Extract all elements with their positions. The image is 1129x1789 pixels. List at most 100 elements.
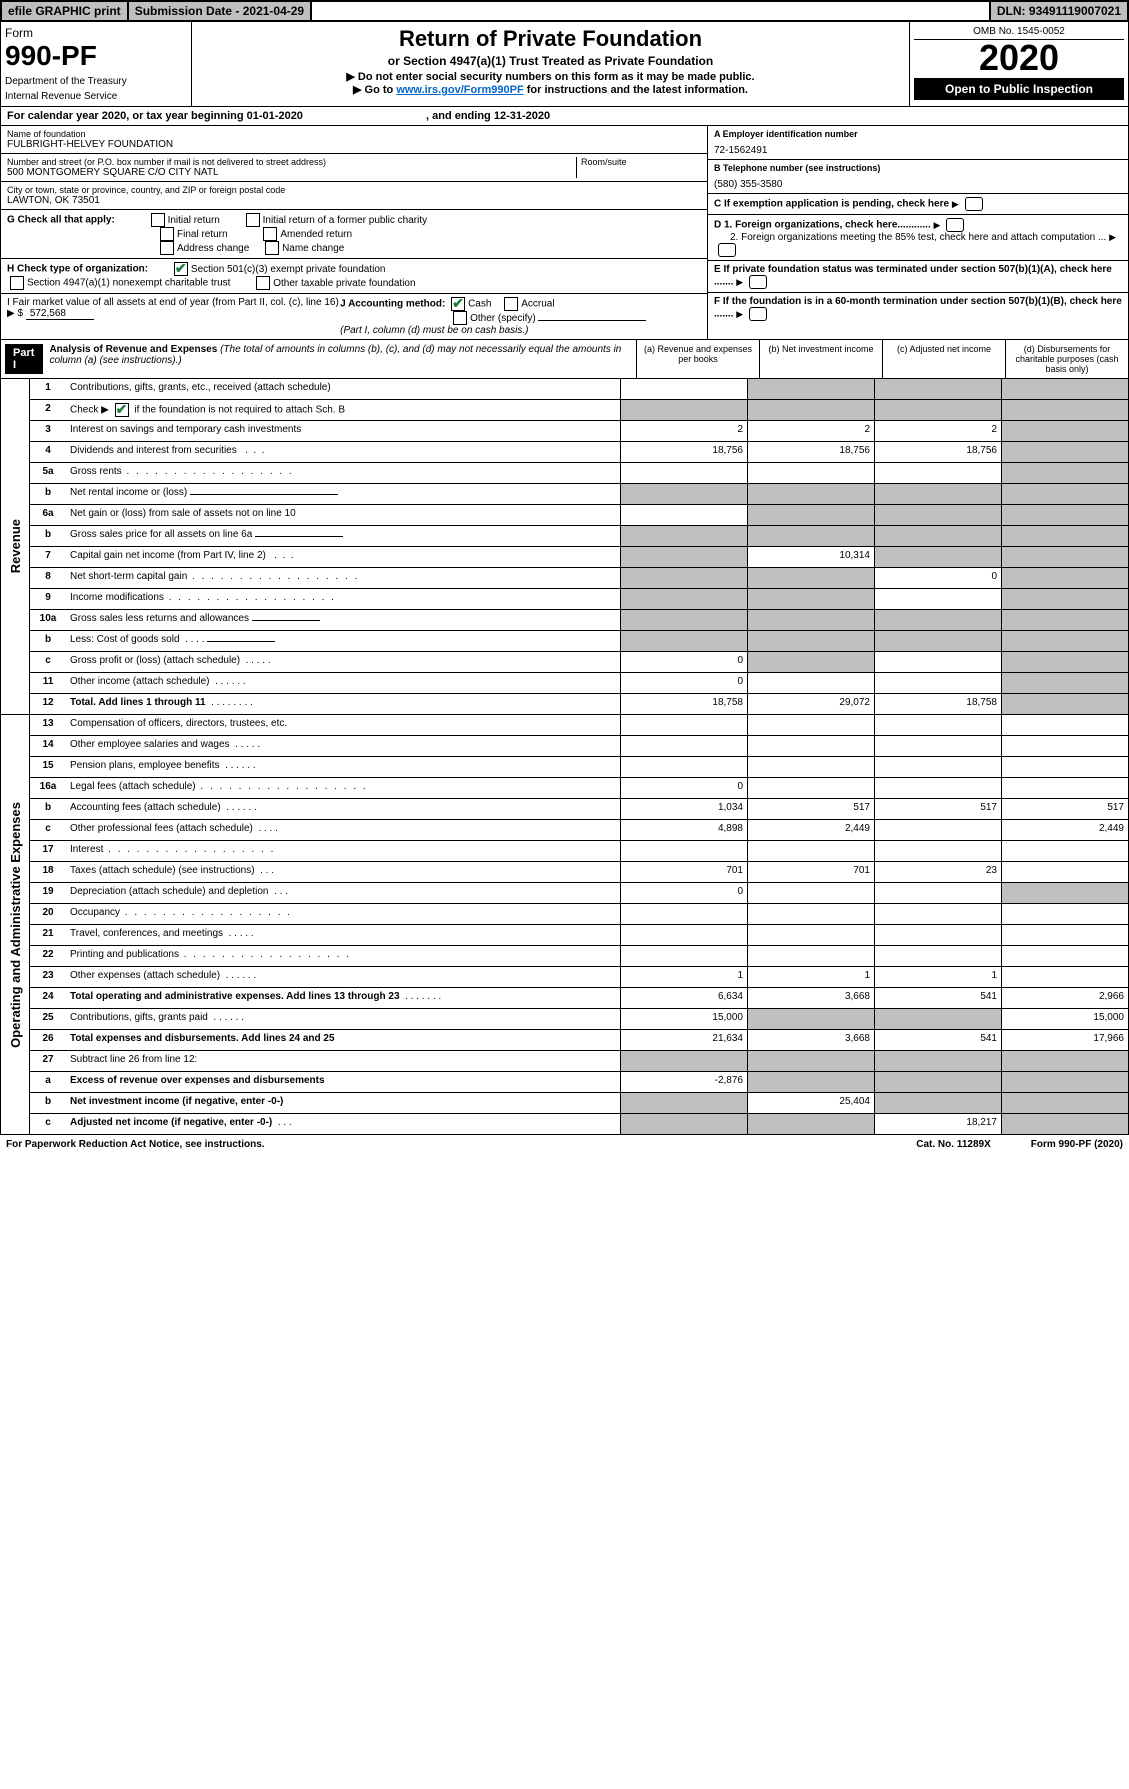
ln24-c: 541 [874,988,1001,1008]
checkbox-4947[interactable] [10,276,24,290]
ln5a: 5a [30,463,66,483]
sec-c-label: C If exemption application is pending, c… [714,199,949,210]
page-footer: For Paperwork Reduction Act Notice, see … [0,1135,1129,1154]
revenue-rows: 1Contributions, gifts, grants, etc., rec… [30,379,1128,714]
ln7-b: 10,314 [747,547,874,567]
section-d: D 1. Foreign organizations, check here..… [708,215,1128,261]
ln1: 1 [30,379,66,399]
ln27c-c: 18,217 [874,1114,1001,1134]
ln6b: b [30,526,66,546]
ln25-d: 15,000 [1001,1009,1128,1029]
checkbox-e[interactable] [749,275,767,289]
ln11: 11 [30,673,66,693]
ln24-desc: Total operating and administrative expen… [66,988,620,1008]
ln9-desc: Income modifications [66,589,620,609]
ln27-desc: Subtract line 26 from line 12: [66,1051,620,1071]
h-opt1: Section 501(c)(3) exempt private foundat… [191,264,386,275]
sub-date: 2021-04-29 [243,4,304,18]
ln19-desc: Depreciation (attach schedule) and deple… [66,883,620,903]
col-c-header: (c) Adjusted net income [882,340,1005,378]
ln22: 22 [30,946,66,966]
addr-value: 500 MONTGOMERY SQUARE C/O CITY NATL [7,167,576,178]
ln18-a: 701 [620,862,747,882]
ln21: 21 [30,925,66,945]
checkbox-501c3[interactable] [174,262,188,276]
ln16a: 16a [30,778,66,798]
checkbox-final[interactable] [160,227,174,241]
form-number: Form990-PF [5,26,187,72]
footer-catno: Cat. No. 11289X [916,1139,990,1150]
checkbox-initial-public[interactable] [246,213,260,227]
h-label: H Check type of organization: [7,264,148,275]
checkbox-amended[interactable] [263,227,277,241]
checkbox-f[interactable] [749,307,767,321]
ln16b-a: 1,034 [620,799,747,819]
ln24-b: 3,668 [747,988,874,1008]
yr-end: 12-31-2020 [494,110,550,122]
ln3-c: 2 [874,421,1001,441]
checkbox-name-change[interactable] [265,241,279,255]
ln16b: b [30,799,66,819]
revenue-sidebar: Revenue [1,379,30,714]
form-note2: ▶ Go to www.irs.gov/Form990PF for instru… [196,83,905,96]
ln27a-a: -2,876 [620,1072,747,1092]
ln4-b: 18,756 [747,442,874,462]
ln23: 23 [30,967,66,987]
ln15-desc: Pension plans, employee benefits . . . .… [66,757,620,777]
section-ij: I Fair market value of all assets at end… [1,294,707,339]
ln15: 15 [30,757,66,777]
j-opt3: Other (specify) [470,313,536,324]
ln2: 2 [30,400,66,420]
checkbox-other-taxable[interactable] [256,276,270,290]
ln14: 14 [30,736,66,756]
section-c: C If exemption application is pending, c… [708,194,1128,215]
info-left: Name of foundation FULBRIGHT-HELVEY FOUN… [1,126,707,339]
ln26-c: 541 [874,1030,1001,1050]
header-left: Form990-PF Department of the Treasury In… [1,22,192,106]
g-opt3: Amended return [280,229,352,240]
g-opt4: Address change [177,243,249,254]
g-opt1: Initial return of a former public charit… [263,215,428,226]
checkbox-d2[interactable] [718,243,736,257]
ln16a-a: 0 [620,778,747,798]
checkbox-c[interactable] [965,197,983,211]
section-f: F If the foundation is in a 60-month ter… [708,293,1128,324]
ln5b-desc: Net rental income or (loss) [66,484,620,504]
ln2-desc: Check ▶ if the foundation is not require… [66,400,620,420]
checkbox-d1[interactable] [946,218,964,232]
checkbox-sch-b[interactable] [115,403,129,417]
ln26-a: 21,634 [620,1030,747,1050]
checkbox-cash[interactable] [451,297,465,311]
ln10a: 10a [30,610,66,630]
part1-desc: Analysis of Revenue and Expenses (The to… [43,344,632,374]
revenue-table: Revenue 1Contributions, gifts, grants, e… [0,379,1129,715]
part1-title: Analysis of Revenue and Expenses [49,344,217,355]
g-opt2: Final return [177,229,228,240]
g-opt0: Initial return [168,215,220,226]
checkbox-address[interactable] [160,241,174,255]
ln16b-b: 517 [747,799,874,819]
ln10b: b [30,631,66,651]
ln7-desc: Capital gain net income (from Part IV, l… [66,547,620,567]
ln6a-desc: Net gain or (loss) from sale of assets n… [66,505,620,525]
form-link[interactable]: www.irs.gov/Form990PF [396,84,523,96]
ln18-b: 701 [747,862,874,882]
checkbox-accrual[interactable] [504,297,518,311]
section-e: E If private foundation status was termi… [708,261,1128,293]
ln16b-d: 517 [1001,799,1128,819]
header-center: Return of Private Foundation or Section … [192,22,909,106]
ln9: 9 [30,589,66,609]
j-note: (Part I, column (d) must be on cash basi… [340,325,528,336]
ln4-a: 18,756 [620,442,747,462]
ln27b-b: 25,404 [747,1093,874,1113]
g-label: G Check all that apply: [7,215,115,226]
checkbox-initial[interactable] [151,213,165,227]
ln3-b: 2 [747,421,874,441]
dln-value: 93491119007021 [1029,4,1121,18]
foundation-name-cell: Name of foundation FULBRIGHT-HELVEY FOUN… [1,126,707,154]
checkbox-other-method[interactable] [453,311,467,325]
ln12-a: 18,758 [620,694,747,714]
form-title: Return of Private Foundation [196,26,905,52]
name-value: FULBRIGHT-HELVEY FOUNDATION [7,139,701,150]
ln16c-desc: Other professional fees (attach schedule… [66,820,620,840]
